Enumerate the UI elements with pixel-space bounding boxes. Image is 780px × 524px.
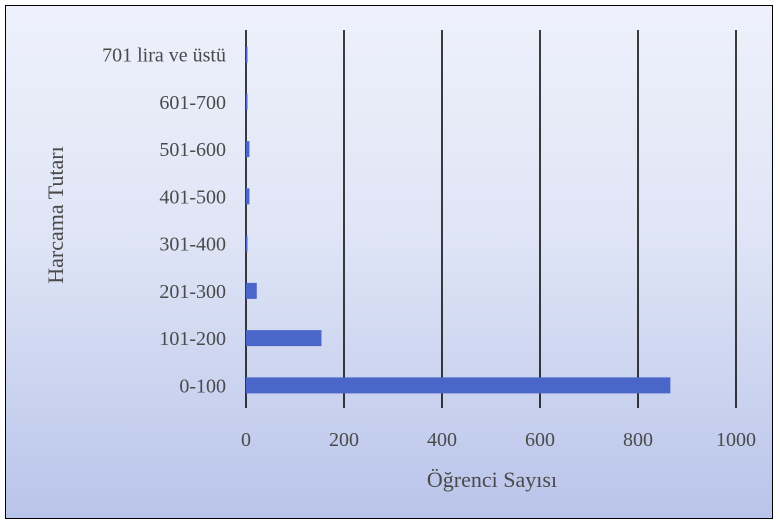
bar-601-700 (246, 93, 248, 110)
bar-301-400 (246, 235, 248, 252)
category-label-101-200: 101-200 (159, 328, 226, 350)
x-tick-label-0: 0 (241, 429, 251, 451)
x-tick-label-600: 600 (525, 429, 555, 451)
x-tick-label-800: 800 (623, 429, 653, 451)
bar-101-200 (246, 330, 322, 347)
x-tick-label-1000: 1000 (716, 429, 756, 451)
bars (246, 46, 671, 394)
category-label-501-600: 501-600 (159, 139, 226, 161)
bar-501-600 (246, 141, 250, 158)
bar-701-lira-ve-st- (246, 46, 248, 63)
x-axis-title: Öğrenci Sayısı (427, 467, 557, 492)
x-tick-labels: 0 200 400 600 800 1000 (241, 429, 756, 451)
x-tick-label-200: 200 (329, 429, 359, 451)
x-tick-label-400: 400 (427, 429, 457, 451)
category-label-0-100: 0-100 (179, 375, 226, 397)
category-label-601-700: 601-700 (159, 92, 226, 114)
bar-201-300 (246, 282, 257, 299)
chart-frame (5, 5, 773, 519)
category-label-301-400: 301-400 (159, 234, 226, 256)
y-axis-title: Harcama Tutarı (43, 146, 68, 283)
bar-401-500 (246, 188, 250, 205)
category-label-401-500: 401-500 (159, 186, 226, 208)
category-label-201-300: 201-300 (159, 281, 226, 303)
grid-lines (245, 30, 737, 408)
category-label-701-lira-ve-st-: 701 lira ve üstü (102, 45, 226, 67)
y-category-labels: 0-100 101-200 201-300 301-400 401-500 501-600… (102, 45, 226, 398)
bar-0-100 (246, 377, 671, 394)
